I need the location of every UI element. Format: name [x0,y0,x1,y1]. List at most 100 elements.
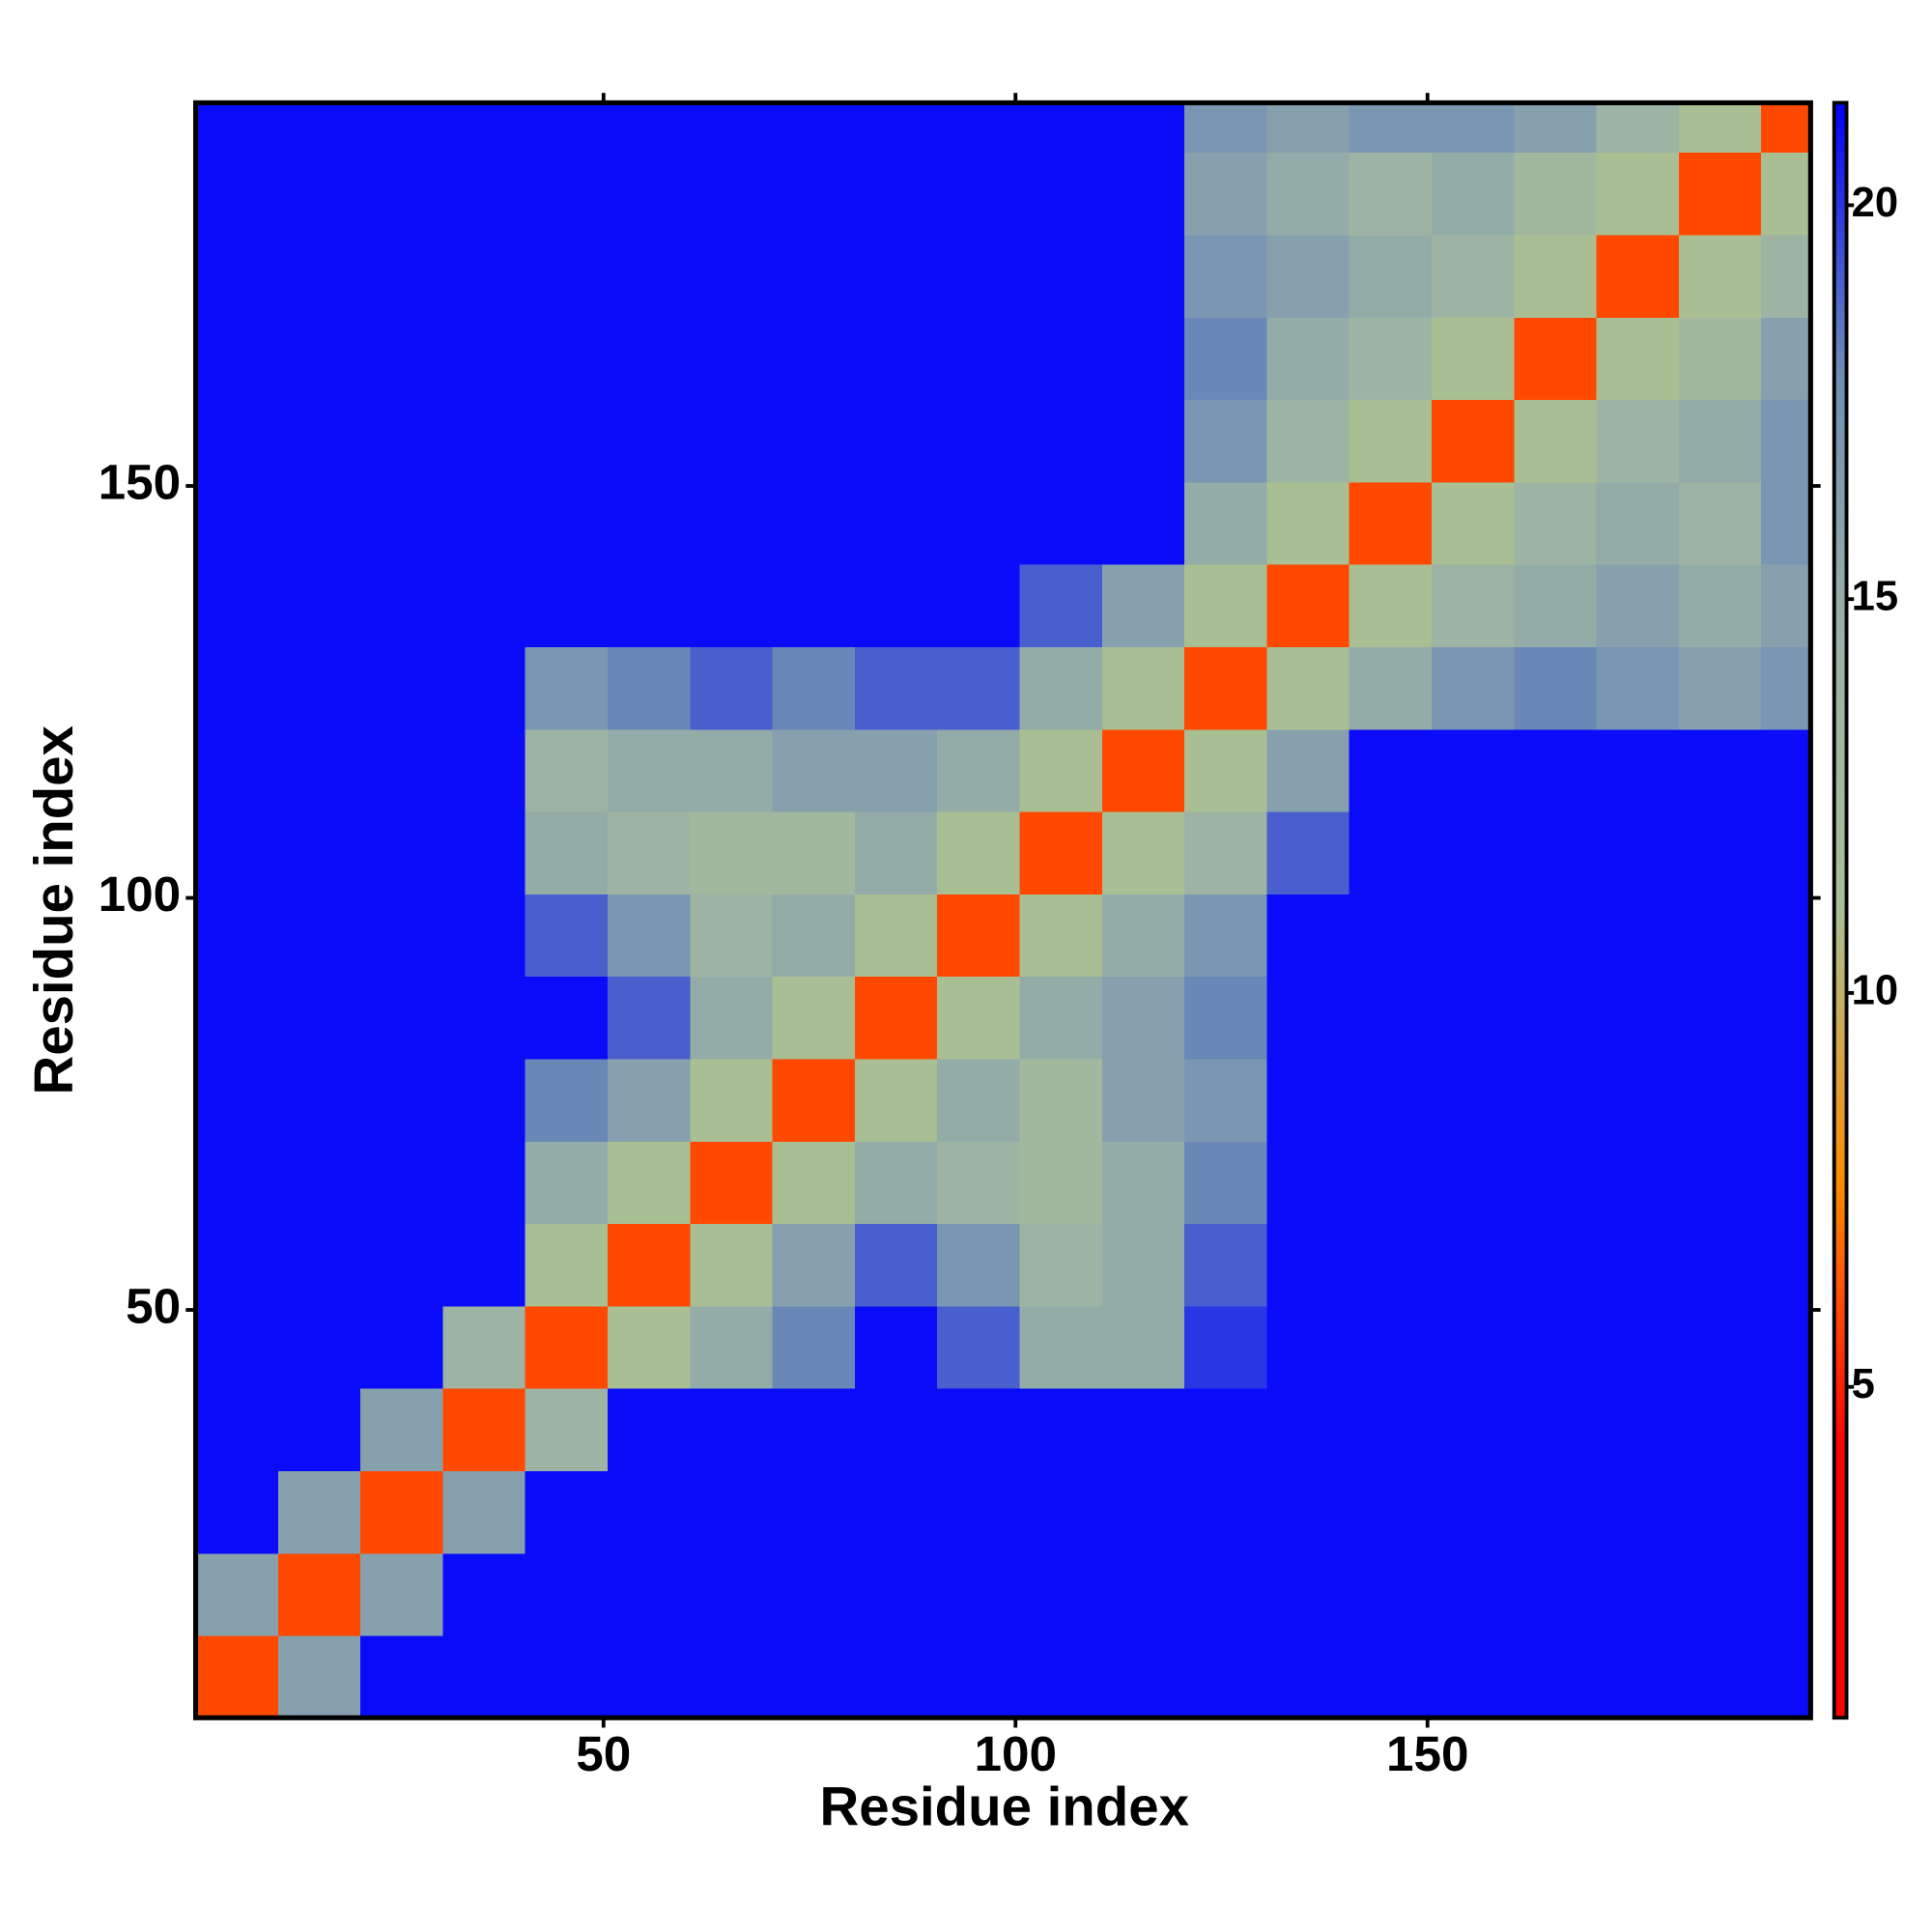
heatmap-cell [1431,728,1515,812]
heatmap-cell [1596,1223,1680,1307]
heatmap-cell [1596,1058,1680,1142]
heatmap-cell [608,976,691,1060]
heatmap-cell [937,399,1021,483]
heatmap-cell [195,234,279,318]
heatmap-cell [854,234,938,318]
heatmap-cell [1019,102,1103,154]
heatmap-cell [690,234,774,318]
heatmap-cell [1184,646,1268,730]
heatmap-cell [854,399,938,483]
heatmap-cell [1761,1552,1811,1636]
heatmap-cell [772,317,856,401]
heatmap-cell [195,152,279,236]
heatmap-cell [1184,481,1268,565]
heatmap-cell [1761,102,1811,154]
heatmap-cell [442,1141,526,1225]
heatmap-cell [772,152,856,236]
heatmap-cell [1266,399,1350,483]
heatmap-cell [854,1388,938,1471]
heatmap-cell [1431,1388,1515,1471]
heatmap-cell [1101,102,1185,154]
heatmap-cell [1266,1305,1350,1389]
heatmap-cell [1349,646,1433,730]
heatmap-cell [937,102,1021,154]
heatmap-cell [442,234,526,318]
colorbar-tick-label: 20 [1852,180,1898,226]
heatmap-cell [277,317,361,401]
heatmap-cell [608,1634,691,1719]
heatmap-cell [1101,728,1185,812]
heatmap-cell [525,234,609,318]
heatmap-cell [360,1634,444,1719]
heatmap-cell [1019,1141,1103,1225]
heatmap-cell [442,646,526,730]
heatmap-cell [1101,894,1185,978]
heatmap-cell [1596,564,1680,648]
heatmap-cell [1019,317,1103,401]
heatmap-cell [937,1305,1021,1389]
heatmap-cell [1349,152,1433,236]
heatmap-cell [1678,728,1762,812]
colorbar [1832,100,1849,1720]
heatmap-cell [1019,481,1103,565]
heatmap-cell [1266,152,1350,236]
heatmap-cell [277,976,361,1060]
heatmap-cell [937,1223,1021,1307]
heatmap-cell [1019,152,1103,236]
heatmap-cell [1431,1470,1515,1554]
heatmap-cell [1678,1388,1762,1471]
heatmap-cell [277,234,361,318]
heatmap-cell [1514,481,1598,565]
heatmap-cell [1761,1634,1811,1719]
heatmap-cell [937,1634,1021,1719]
heatmap-cell [525,1634,609,1719]
heatmap-cell [1761,1388,1811,1471]
heatmap-cell [854,1141,938,1225]
heatmap-cell [1761,1223,1811,1307]
heatmap-cell [277,1634,361,1719]
heatmap-cell [1266,810,1350,895]
heatmap-cell [1596,976,1680,1060]
heatmap-cell [854,317,938,401]
heatmap-cell [442,102,526,154]
heatmap-cell [772,810,856,895]
heatmap-cell [1596,1141,1680,1225]
heatmap-cell [1349,564,1433,648]
heatmap-cell [195,1141,279,1225]
heatmap-cell [937,646,1021,730]
heatmap-cell [1678,1634,1762,1719]
heatmap-cell [1266,234,1350,318]
heatmap-cell [525,102,609,154]
heatmap-cell [1514,1470,1598,1554]
heatmap-cell [1349,1470,1433,1554]
heatmap-cell [1266,1141,1350,1225]
x-axis-label: Residue index [820,1776,1189,1836]
heatmap-cell [1266,481,1350,565]
heatmap-cell [1761,564,1811,648]
heatmap-cell [1596,1470,1680,1554]
heatmap-cell [608,894,691,978]
heatmap-cell [608,564,691,648]
heatmap-cell [442,728,526,812]
heatmap-cell [1431,317,1515,401]
heatmap-cell [442,399,526,483]
heatmap-cell [1019,976,1103,1060]
heatmap-cell [1019,1634,1103,1719]
heatmap-cell [1761,317,1811,401]
heatmap-cell [1431,1552,1515,1636]
heatmap-cell [277,1058,361,1142]
heatmap-cell [608,646,691,730]
heatmap-cell [1019,894,1103,978]
heatmap-cell [277,481,361,565]
colorbar-tick-label: 15 [1852,574,1898,620]
heatmap-cell [1101,152,1185,236]
heatmap-cell [1019,728,1103,812]
heatmap-cell [1184,317,1268,401]
heatmap-cell [1101,1305,1185,1389]
heatmap-cell [1514,976,1598,1060]
heatmap-cell [1019,1552,1103,1636]
heatmap-cell [1514,1388,1598,1471]
heatmap-cell [854,1634,938,1719]
heatmap-cell [277,1388,361,1471]
